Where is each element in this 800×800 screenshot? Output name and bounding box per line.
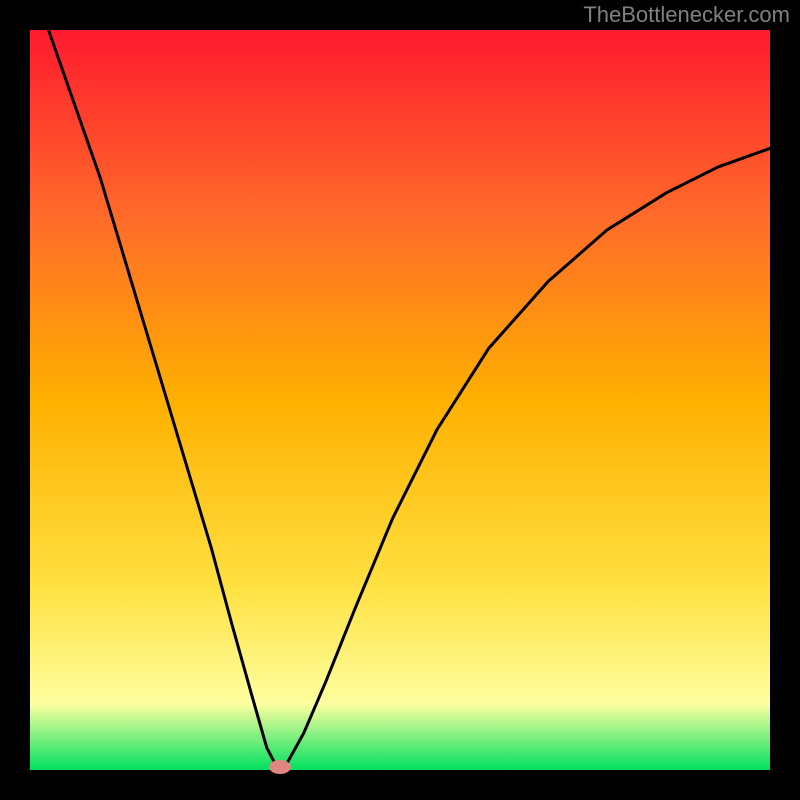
watermark-text: TheBottlenecker.com [583, 2, 790, 28]
chart-plot-area [30, 30, 770, 770]
minimum-marker [269, 760, 291, 774]
v-curve-path [49, 30, 771, 766]
curve-svg [30, 30, 770, 770]
